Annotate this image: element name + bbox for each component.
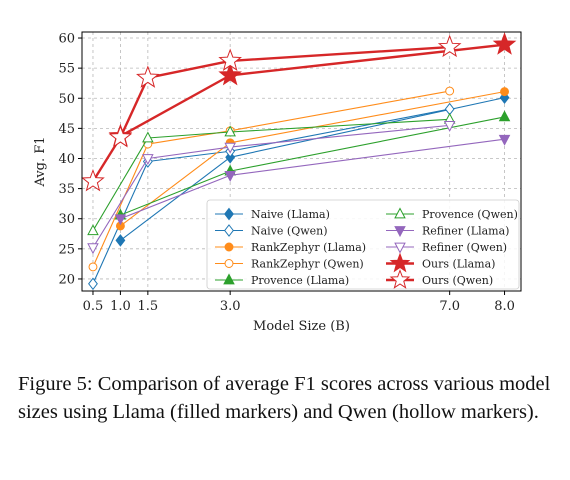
legend-entry-naive-llama: Naive (Llama) bbox=[215, 207, 330, 221]
x-tick-label: 7.0 bbox=[439, 299, 460, 314]
legend-marker bbox=[389, 252, 411, 273]
data-point-refiner-qwen bbox=[224, 142, 236, 154]
series-refiner-llama bbox=[114, 134, 511, 226]
y-tick-label: 35 bbox=[58, 182, 75, 197]
legend-label: Ours (Qwen) bbox=[422, 274, 493, 287]
data-point-rankzephyr-llama bbox=[500, 87, 509, 97]
legend-marker bbox=[224, 259, 234, 268]
legend-marker bbox=[394, 226, 406, 238]
legend-entry-rankzephyr-llama: RankZephyr (Llama) bbox=[215, 241, 366, 254]
y-tick-label: 25 bbox=[58, 242, 75, 257]
legend-entry-provence-qwen: Provence (Qwen) bbox=[386, 207, 518, 221]
data-point-refiner-llama bbox=[114, 214, 127, 226]
legend-entry-refiner-llama: Refiner (Llama) bbox=[386, 225, 509, 238]
x-tick-label: 3.0 bbox=[220, 299, 241, 314]
data-point-provence-llama bbox=[498, 110, 511, 122]
data-point-ours-qwen bbox=[218, 48, 242, 71]
y-tick-label: 45 bbox=[58, 122, 75, 137]
legend-entry-rankzephyr-qwen: RankZephyr (Qwen) bbox=[215, 258, 364, 271]
legend-label: Naive (Qwen) bbox=[251, 225, 328, 238]
series-line-refiner-qwen bbox=[92, 124, 450, 248]
series-refiner-qwen bbox=[87, 121, 456, 255]
legend-label: Refiner (Llama) bbox=[422, 225, 509, 238]
series-ours-qwen bbox=[81, 34, 462, 192]
f1-vs-model-size-chart: 0.5 1.0 1.5 3.0 7.0 8.0 20 25 30 35 40 45 50 55 60 Mod… bbox=[33, 31, 522, 334]
legend-label: Refiner (Qwen) bbox=[422, 241, 507, 254]
data-point-provence-qwen bbox=[87, 224, 99, 236]
legend-entry-ours-qwen: Ours (Qwen) bbox=[386, 269, 493, 289]
y-tick-label: 30 bbox=[58, 212, 75, 227]
x-tick-label: 0.5 bbox=[83, 299, 104, 314]
data-point-ours-llama bbox=[218, 62, 242, 86]
data-point-naive-qwen bbox=[88, 277, 98, 291]
legend-entry-ours-llama: Ours (Llama) bbox=[386, 252, 495, 273]
x-tick-label: 8.0 bbox=[494, 299, 515, 314]
data-point-refiner-llama bbox=[224, 171, 236, 182]
legend-label: Provence (Qwen) bbox=[422, 208, 518, 221]
legend-marker bbox=[223, 273, 235, 285]
data-point-refiner-llama bbox=[498, 134, 511, 146]
legend-marker bbox=[224, 224, 234, 237]
y-tick-label: 50 bbox=[58, 92, 75, 107]
legend-label: RankZephyr (Llama) bbox=[251, 241, 366, 254]
legend-entry-naive-qwen: Naive (Qwen) bbox=[215, 224, 328, 238]
y-tick-label: 20 bbox=[58, 272, 75, 287]
legend-marker bbox=[224, 242, 234, 252]
data-point-rankzephyr-qwen bbox=[88, 262, 98, 272]
legend-entry-refiner-qwen: Refiner (Qwen) bbox=[386, 241, 507, 254]
x-tick-label: 1.0 bbox=[110, 299, 131, 314]
data-point-ours-qwen bbox=[437, 34, 462, 58]
legend-marker bbox=[394, 207, 406, 219]
data-point-refiner-qwen bbox=[443, 121, 456, 132]
x-axis-label: Model Size (B) bbox=[253, 319, 350, 334]
data-point-provence-qwen bbox=[224, 125, 236, 137]
legend-label: Ours (Llama) bbox=[422, 258, 495, 271]
series-line-rankzephyr-qwen bbox=[92, 90, 450, 268]
data-point-ours-llama bbox=[492, 32, 517, 55]
data-point-naive-llama bbox=[115, 234, 126, 247]
legend: Naive (Llama) Naive (Qwen) RankZephyr (Lla… bbox=[206, 199, 520, 290]
data-point-ours-qwen bbox=[108, 124, 133, 148]
data-point-ours-qwen bbox=[136, 65, 160, 88]
data-point-refiner-qwen bbox=[87, 243, 99, 255]
y-axis-label: Avg. F1 bbox=[33, 136, 48, 187]
y-tick-label: 40 bbox=[58, 152, 75, 167]
legend-entry-provence-llama: Provence (Llama) bbox=[215, 273, 349, 287]
plot-frame bbox=[81, 31, 522, 292]
data-point-naive-llama bbox=[499, 91, 510, 104]
figure-caption: Figure 5: Comparison of average F1 score… bbox=[18, 373, 551, 423]
y-tick-label: 60 bbox=[58, 32, 75, 47]
axis-ticks: 0.5 1.0 1.5 3.0 7.0 8.0 20 25 30 35 40 45 50 55 60 bbox=[58, 32, 514, 314]
data-point-provence-qwen bbox=[142, 131, 154, 143]
data-point-rankzephyr-qwen bbox=[445, 86, 455, 96]
series-group bbox=[81, 32, 517, 291]
legend-marker bbox=[224, 207, 234, 221]
legend-box bbox=[206, 199, 520, 290]
x-tick-label: 1.5 bbox=[138, 299, 159, 314]
legend-label: RankZephyr (Qwen) bbox=[251, 258, 364, 271]
legend-marker bbox=[389, 269, 411, 289]
legend-label: Provence (Llama) bbox=[251, 274, 349, 287]
legend-label: Naive (Llama) bbox=[251, 208, 330, 221]
series-line-provence-qwen bbox=[92, 118, 450, 232]
data-point-refiner-qwen bbox=[142, 154, 154, 166]
y-tick-label: 55 bbox=[58, 62, 75, 77]
legend-marker bbox=[394, 242, 406, 254]
data-point-ours-qwen bbox=[81, 168, 105, 192]
